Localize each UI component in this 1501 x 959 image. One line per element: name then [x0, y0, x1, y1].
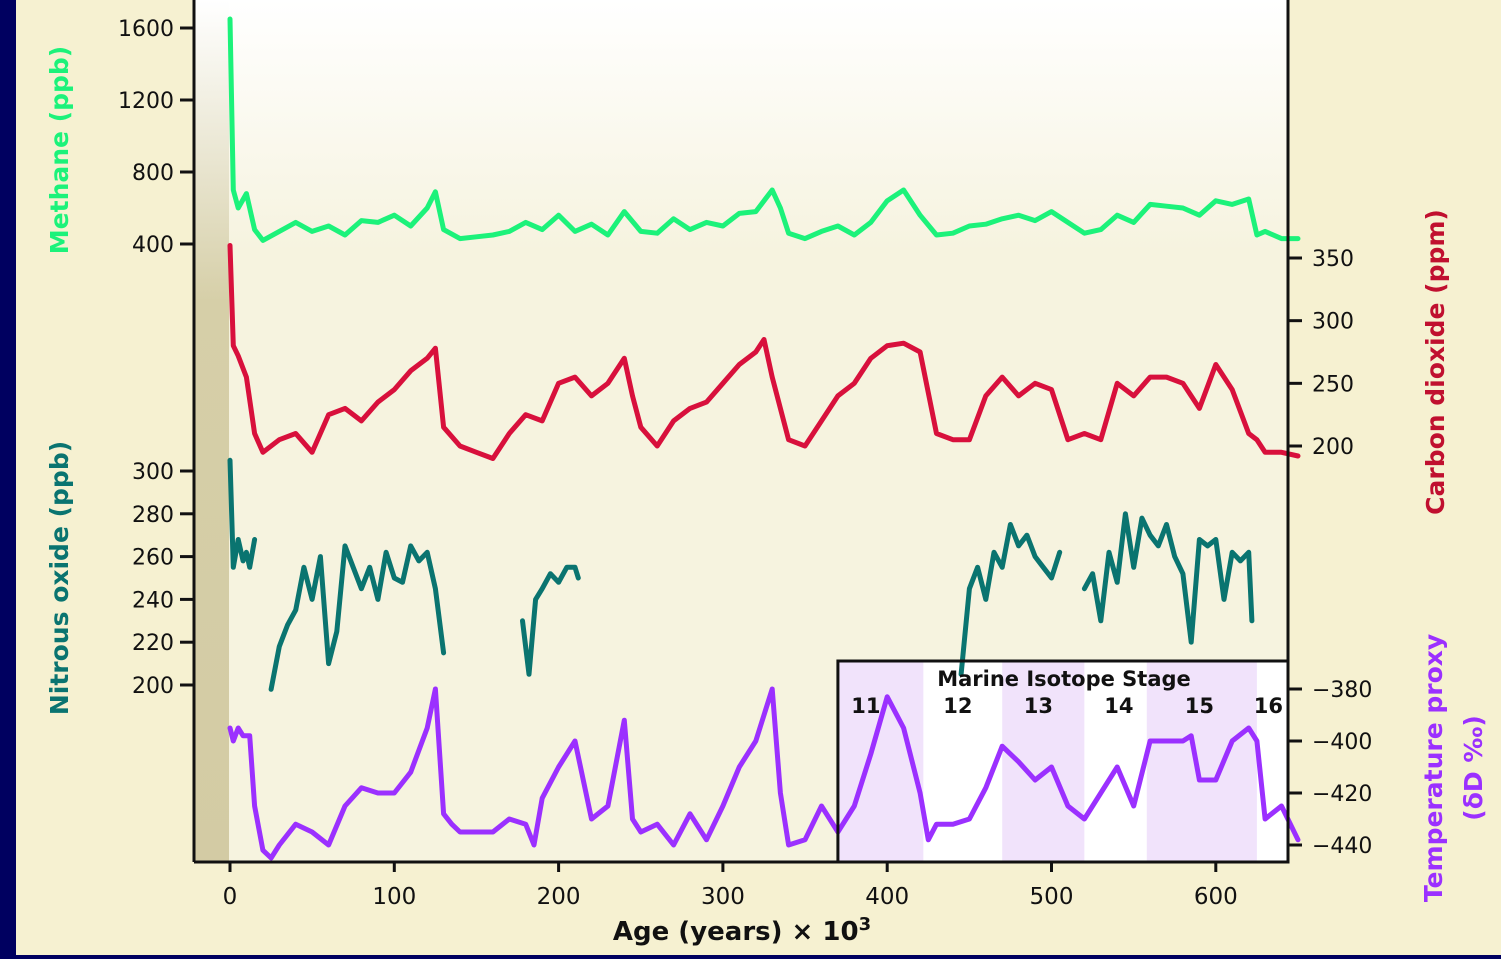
carbon-dioxide-axis-tick-label: 300 — [1312, 310, 1354, 335]
plot-top-fade — [194, 0, 1288, 250]
isotope-stage-band-2 — [1146, 661, 1257, 862]
methane-axis-tick-label: 1200 — [118, 89, 174, 114]
carbon-dioxide-axis-label: Carbon dioxide (ppm) — [1421, 209, 1450, 515]
x-axis-tick-label: 600 — [1194, 884, 1238, 910]
axes-group: 0 100 200 300 400 500 600 400 800 1200 1600 200 220 2… — [118, 17, 1372, 910]
x-axis-label-main: Age (years) × 10 — [613, 917, 859, 947]
carbon-dioxide-axis-tick-label: 250 — [1312, 372, 1354, 397]
x-axis-tick-label: 100 — [372, 884, 416, 910]
nitrous-oxide-axis-tick-label: 280 — [132, 503, 174, 528]
x-axis-tick-label: 500 — [1030, 884, 1074, 910]
temperature-axis-label-line2: (δD ‰) — [1459, 715, 1488, 820]
temperature-axis-tick-label: −420 — [1312, 782, 1372, 807]
x-axis-label: Age (years) × 103 — [613, 914, 871, 947]
series-line-nitrous-oxide-ppb-segment-2 — [520, 564, 581, 677]
series-line-nitrous-oxide-ppb-segment-4 — [1081, 511, 1255, 645]
nitrous-oxide-axis-tick-label: 220 — [132, 631, 174, 656]
x-axis-tick-label: 400 — [865, 884, 909, 910]
temperature-axis-tick-label: −380 — [1312, 678, 1372, 703]
isotope-stage-inset — [837, 661, 1288, 862]
isotope-stage-title: Marine Isotope Stage — [937, 667, 1191, 691]
methane-axis-tick-label: 1600 — [118, 17, 174, 42]
x-axis-tick-label: 0 — [223, 884, 238, 910]
temperature-axis-tick-label: −400 — [1312, 730, 1372, 755]
nitrous-oxide-axis-label: Nitrous oxide (ppb) — [45, 441, 74, 715]
methane-axis-label: Methane (ppb) — [45, 46, 74, 254]
nitrous-oxide-axis-tick-label: 200 — [132, 674, 174, 699]
nitrous-oxide-axis-tick-label: 240 — [132, 588, 174, 613]
series-line-nitrous-oxide-ppb-segment-0 — [227, 457, 258, 570]
nitrous-oxide-axis-tick-label: 260 — [132, 546, 174, 571]
nitrous-oxide-axis-tick-label: 300 — [132, 460, 174, 485]
isotope-stage-band-1 — [1002, 661, 1085, 862]
isotope-stage-label: 14 — [1104, 694, 1133, 718]
holocene-bar — [194, 0, 229, 862]
isotope-stage-band-0 — [837, 661, 924, 862]
isotope-stage-label: 13 — [1024, 694, 1053, 718]
methane-axis-tick-label: 400 — [132, 233, 174, 258]
carbon-dioxide-axis-tick-label: 350 — [1312, 247, 1354, 272]
series-group: Marine Isotope Stage 11 12 13 14 15 16 — [227, 16, 1301, 864]
methane-axis-tick-label: 800 — [132, 161, 174, 186]
isotope-stage-label: 11 — [851, 694, 880, 718]
series-line-nitrous-oxide-ppb-segment-1 — [268, 543, 447, 692]
isotope-stage-label: 12 — [943, 694, 972, 718]
carbon-dioxide-axis-tick-label: 200 — [1312, 435, 1354, 460]
series-line-carbon-dioxide-ppm — [227, 243, 1301, 461]
temperature-axis-label-line1: Temperature proxy — [1419, 634, 1448, 902]
series-line-nitrous-oxide-ppb-segment-3 — [958, 522, 1063, 677]
isotope-stage-label: 16 — [1254, 694, 1283, 718]
temperature-axis-tick-label: −440 — [1312, 834, 1372, 859]
x-axis-tick-label: 300 — [701, 884, 745, 910]
series-line-temperature-proxy-d — [227, 686, 1301, 861]
isotope-stage-label: 15 — [1185, 694, 1214, 718]
series-line-methane-ppb — [227, 16, 1301, 243]
x-axis-label-superscript: 3 — [859, 914, 872, 935]
x-axis-tick-label: 200 — [537, 884, 581, 910]
